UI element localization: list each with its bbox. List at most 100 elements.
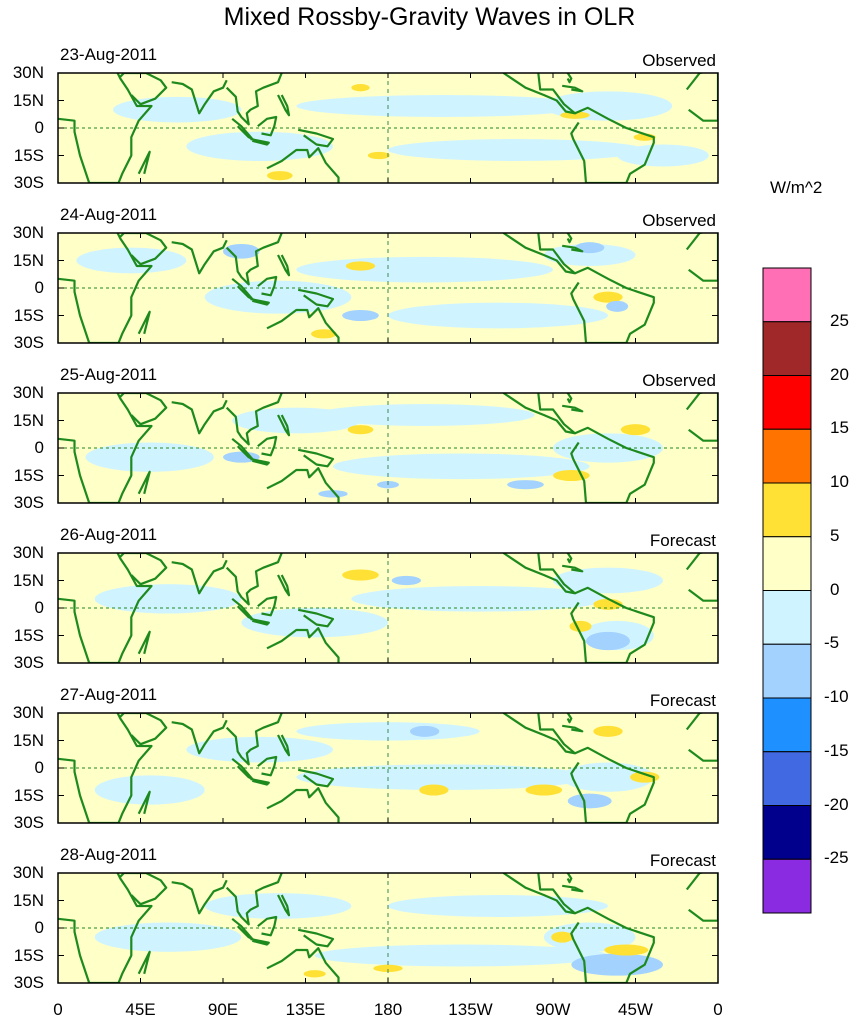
lat-label-15n: 15N [12,250,44,270]
anomaly-contour-p-8 [303,970,326,978]
coastline-15 [566,393,573,404]
colorbar-level-label: -10 [824,687,849,706]
anomaly-contour-p-7 [267,171,293,181]
anomaly-contour-p-9 [593,291,623,303]
lat-label-30s: 30S [13,173,44,192]
map-panel-4 [57,552,719,664]
anomaly-contour-m-10 [507,480,544,490]
lat-label-15s: 15S [13,305,44,325]
lat-label-15s: 15S [13,625,44,645]
coastline-2 [119,233,168,266]
map-panel-3 [57,392,719,504]
anomaly-contour-p-10 [311,329,337,339]
coastline-1 [58,553,153,663]
coastline-1 [58,873,153,983]
coastline-10 [277,254,291,277]
coastline-8 [297,448,335,468]
anomaly-contour-n-3 [296,95,590,117]
lat-label-30s: 30S [13,813,44,832]
coastline-2 [119,393,168,426]
coastline-3 [171,719,228,755]
coastline-1 [58,713,153,823]
coastline-16 [685,393,718,442]
panel-contours [58,553,718,663]
coastline-4 [225,713,283,766]
anomaly-contour-n-3 [333,453,590,480]
coastline-14 [562,84,584,93]
colorbar-level-label: -25 [824,848,849,868]
map-panel-2 [57,232,719,344]
panel-date-label: 24-Aug-2011 [60,205,158,224]
coastline-1 [58,393,153,503]
anomaly-contour-n-1 [94,775,205,805]
chart-title: Mixed Rossby-Gravity Waves in OLR [223,3,636,31]
coastline-10 [277,94,291,117]
coastline-12 [502,393,577,435]
coastline-15 [566,713,573,724]
lon-label-7: 45W [618,1000,653,1019]
lat-label-0: 0 [34,598,44,617]
lat-label-30n: 30N [12,863,44,882]
anomaly-contour-p-8 [347,425,374,435]
anomaly-contour-p-8 [345,261,376,271]
coastline-14 [562,884,584,893]
coastline-13 [570,746,655,823]
anomaly-contour-p-8 [569,620,592,632]
anomaly-contour-p-10 [419,784,449,796]
panel-status-label: Observed [642,211,716,230]
coastline-3 [171,79,228,115]
colorbar-level-label: -15 [824,740,849,760]
coastline-16 [685,553,718,602]
anomaly-contour-n-4 [553,567,663,594]
coastline-13 [570,586,655,663]
coastline-9 [266,147,340,183]
coastline-12 [502,873,577,915]
lat-label-15n: 15N [12,570,44,590]
coastline-6 [257,435,278,457]
colorbar-box-4 [762,428,812,484]
anomaly-contour-n-5 [543,922,636,952]
anomaly-contour-n-5 [553,433,663,463]
coastline-9 [266,947,340,983]
colorbar-box-8 [762,643,812,699]
coastline-13 [570,266,655,343]
anomaly-contour-n-1 [113,96,242,123]
lat-label-30s: 30S [13,493,44,512]
anomaly-contour-p-9 [620,424,651,436]
colorbar-box-1 [762,267,812,323]
coastline-1 [58,233,153,343]
colorbar-box-3 [762,375,812,430]
panel-date-label: 28-Aug-2011 [60,845,158,864]
anomaly-contour-p-8 [367,151,390,160]
anomaly-contour-n-4 [388,139,645,161]
colorbar-box-6 [762,536,812,591]
coastline-7 [250,137,270,146]
colorbar-level-label: 10 [830,472,849,491]
anomaly-contour-n-2 [186,736,333,763]
anomaly-contour-m-7 [318,490,348,498]
panel-status-label: Forecast [649,531,716,550]
colorbar-level-label: 5 [830,525,840,545]
coastline-12 [502,73,577,115]
anomaly-contour-p-8 [630,771,660,783]
anomaly-contour-m-12 [606,300,629,312]
panel-status-label: Observed [642,371,716,390]
coastline-3 [171,879,228,915]
colorbar-box-2 [762,321,812,376]
lon-label-8: 0 [713,1000,723,1019]
lat-label-0: 0 [34,118,44,137]
anomaly-contour-m-6 [223,244,260,259]
coastline-1 [58,73,153,183]
lat-label-30s: 30S [13,973,44,992]
coastline-6 [257,755,278,777]
panel-contours [58,233,718,343]
colorbar-level-label: 15 [830,418,849,438]
coastline-10 [277,574,291,597]
anomaly-contour-m-10 [391,575,422,586]
coastline-14 [562,724,584,733]
anomaly-contour-m-6 [586,631,630,651]
map-panel-6 [57,872,719,984]
coastline-12 [502,713,577,755]
colorbar-level-label: 0 [830,579,840,599]
